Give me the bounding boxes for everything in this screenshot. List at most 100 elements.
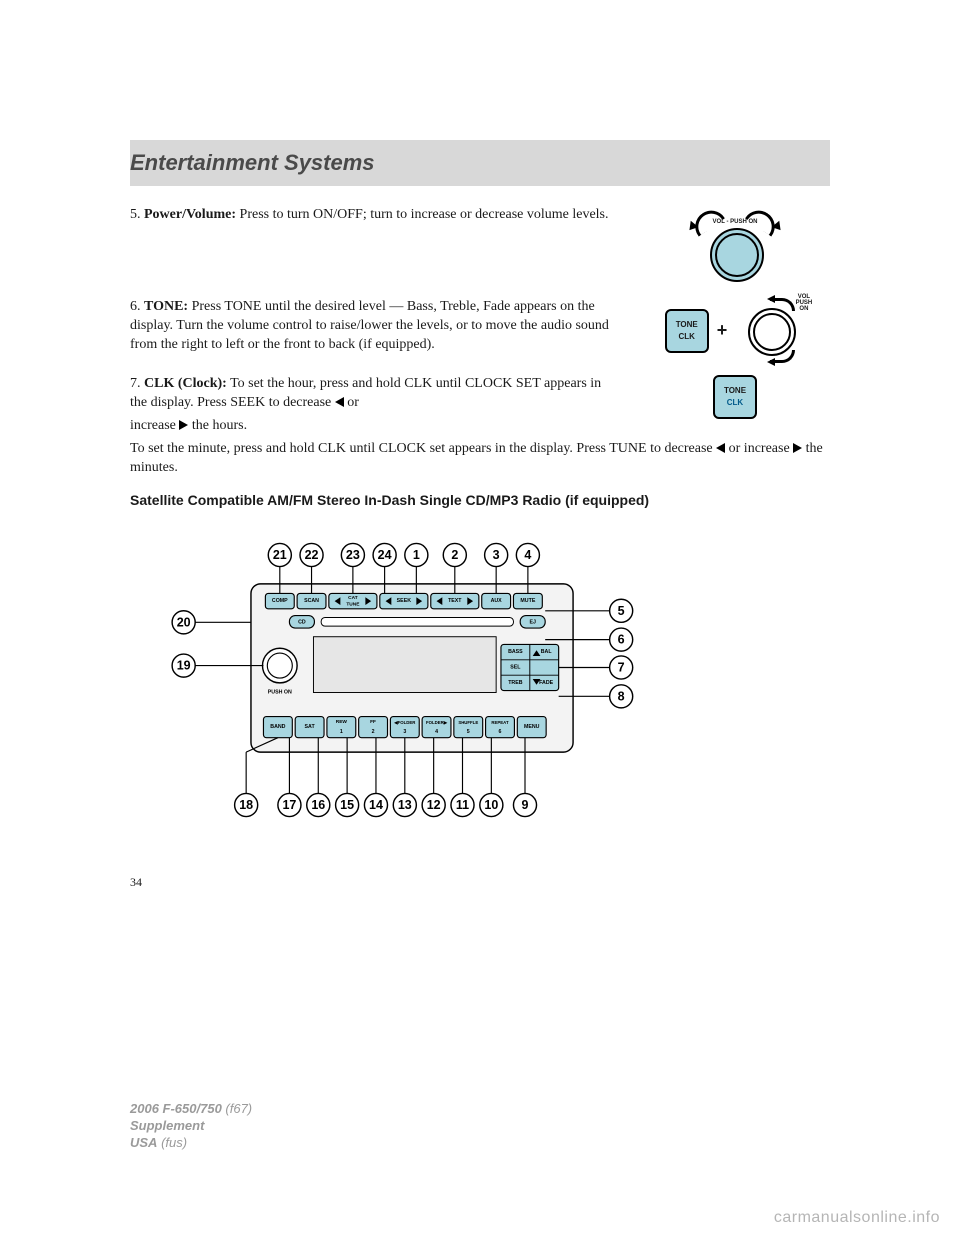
svg-text:REPEAT: REPEAT bbox=[491, 719, 509, 724]
svg-text:3: 3 bbox=[403, 729, 406, 735]
svg-text:19: 19 bbox=[177, 658, 191, 672]
svg-text:4: 4 bbox=[435, 729, 438, 735]
svg-text:◀FOLDER: ◀FOLDER bbox=[393, 719, 416, 724]
svg-text:13: 13 bbox=[398, 798, 412, 812]
svg-text:PUSH ON: PUSH ON bbox=[268, 689, 292, 695]
svg-text:SCAN: SCAN bbox=[304, 598, 319, 604]
item-5-num: 5. bbox=[130, 207, 141, 222]
svg-text:10: 10 bbox=[484, 798, 498, 812]
vol-label: VOL - PUSH ON bbox=[675, 219, 795, 225]
item-5-row: 5. Power/Volume: Press to turn ON/OFF; t… bbox=[130, 206, 830, 286]
svg-text:23: 23 bbox=[346, 548, 360, 562]
svg-text:18: 18 bbox=[239, 798, 253, 812]
svg-text:5: 5 bbox=[467, 729, 470, 735]
svg-text:EJ: EJ bbox=[529, 619, 536, 625]
item-5-text: 5. Power/Volume: Press to turn ON/OFF; t… bbox=[130, 206, 610, 286]
triangle-left-icon bbox=[716, 443, 725, 453]
sel-pad: BASS BAL SEL TREB FADE bbox=[501, 644, 559, 690]
svg-text:22: 22 bbox=[305, 548, 319, 562]
svg-text:REW: REW bbox=[336, 718, 348, 724]
svg-text:CAT: CAT bbox=[348, 594, 358, 600]
item-7-body-3: increase bbox=[130, 418, 179, 433]
svg-text:MENU: MENU bbox=[524, 724, 540, 730]
item-6-label: TONE: bbox=[144, 299, 188, 314]
clk-button-icon: TONE CLK bbox=[713, 375, 757, 419]
svg-text:SEL: SEL bbox=[510, 664, 521, 670]
volume-knob-figure: VOL - PUSH ON bbox=[675, 206, 795, 286]
svg-text:CD: CD bbox=[298, 619, 306, 625]
svg-text:20: 20 bbox=[177, 615, 191, 629]
item-6-body: Press TONE until the desired level — Bas… bbox=[130, 299, 609, 352]
footer-code2: (fus) bbox=[157, 1135, 187, 1150]
svg-text:TUNE: TUNE bbox=[346, 601, 360, 607]
svg-text:3: 3 bbox=[493, 548, 500, 562]
item-7-row: 7. CLK (Clock): To set the hour, press a… bbox=[130, 375, 830, 436]
svg-text:SAT: SAT bbox=[305, 724, 316, 730]
svg-text:COMP: COMP bbox=[272, 598, 288, 604]
svg-text:MUTE: MUTE bbox=[520, 598, 535, 604]
svg-text:1: 1 bbox=[413, 548, 420, 562]
svg-text:BASS: BASS bbox=[508, 649, 523, 655]
svg-text:12: 12 bbox=[427, 798, 441, 812]
top-buttons: COMP SCAN CAT TUNE SEEK TEXT AUX MUTE bbox=[265, 593, 542, 608]
item-7-label: CLK (Clock): bbox=[144, 376, 227, 391]
svg-text:9: 9 bbox=[522, 798, 529, 812]
svg-text:FF: FF bbox=[370, 718, 376, 724]
triangle-right-icon bbox=[793, 443, 802, 453]
item-6-figure: TONE CLK + VOL PUSH ON bbox=[640, 298, 830, 363]
footer-code1: (f67) bbox=[222, 1101, 252, 1116]
item-7-text: 7. CLK (Clock): To set the hour, press a… bbox=[130, 375, 610, 436]
svg-text:14: 14 bbox=[369, 798, 383, 812]
item-7-body-2: or bbox=[344, 395, 359, 410]
knob-icon bbox=[710, 228, 764, 282]
footer: 2006 F-650/750 (f67) Supplement USA (fus… bbox=[130, 1101, 252, 1152]
item-6-text: 6. TONE: Press TONE until the desired le… bbox=[130, 298, 610, 363]
svg-text:TREB: TREB bbox=[508, 680, 523, 686]
plus-icon: + bbox=[717, 320, 728, 341]
footer-model: 2006 F-650/750 bbox=[130, 1101, 222, 1116]
svg-text:11: 11 bbox=[456, 798, 469, 812]
bottom-buttons: BAND SAT REW1 FF2 ◀FOLDER3 FOLDER▶4 SHUF… bbox=[263, 716, 546, 737]
radio-subhead: Satellite Compatible AM/FM Stereo In-Das… bbox=[130, 491, 830, 509]
item-7-body-4: the hours. bbox=[188, 418, 247, 433]
svg-text:16: 16 bbox=[311, 798, 325, 812]
minute-text: To set the minute, press and hold CLK un… bbox=[130, 440, 830, 478]
callouts-left: 20 19 bbox=[172, 610, 263, 676]
svg-text:21: 21 bbox=[273, 548, 287, 562]
svg-text:5: 5 bbox=[618, 603, 625, 617]
item-5-label: Power/Volume: bbox=[144, 207, 236, 222]
svg-text:8: 8 bbox=[618, 689, 625, 703]
item-6-num: 6. bbox=[130, 299, 141, 314]
footer-supplement: Supplement bbox=[130, 1118, 204, 1133]
vol-knob-2-icon: VOL PUSH ON bbox=[735, 298, 805, 363]
svg-text:24: 24 bbox=[378, 548, 392, 562]
svg-text:1: 1 bbox=[340, 729, 343, 735]
item-5-figure: VOL - PUSH ON bbox=[640, 206, 830, 286]
item-7-figure: TONE CLK bbox=[640, 375, 830, 436]
svg-text:SEEK: SEEK bbox=[397, 598, 412, 604]
svg-text:7: 7 bbox=[618, 660, 625, 674]
svg-text:SHUFFLE: SHUFFLE bbox=[458, 719, 478, 724]
triangle-right-icon bbox=[179, 420, 188, 430]
svg-text:BAL: BAL bbox=[541, 649, 553, 655]
item-7-num: 7. bbox=[130, 376, 141, 391]
svg-text:AUX: AUX bbox=[491, 598, 503, 604]
svg-text:15: 15 bbox=[340, 798, 354, 812]
section-title: Entertainment Systems bbox=[130, 150, 830, 176]
footer-usa: USA bbox=[130, 1135, 157, 1150]
item-6-row: 6. TONE: Press TONE until the desired le… bbox=[130, 298, 830, 363]
svg-text:FADE: FADE bbox=[539, 680, 554, 686]
watermark: carmanualsonline.info bbox=[774, 1209, 940, 1227]
minute-t1: To set the minute, press and hold CLK un… bbox=[130, 441, 716, 456]
radio-diagram: .co { fill:#fff; stroke:#000; stroke-wid… bbox=[150, 520, 650, 845]
page-number: 34 bbox=[130, 875, 830, 890]
radio-svg: .co { fill:#fff; stroke:#000; stroke-wid… bbox=[150, 520, 650, 840]
section-header: Entertainment Systems bbox=[130, 140, 830, 186]
svg-text:6: 6 bbox=[499, 729, 502, 735]
tone-clk-button-icon: TONE CLK bbox=[665, 309, 709, 353]
svg-text:17: 17 bbox=[282, 798, 296, 812]
svg-text:2: 2 bbox=[451, 548, 458, 562]
svg-text:6: 6 bbox=[618, 632, 625, 646]
item-5-body: Press to turn ON/OFF; turn to increase o… bbox=[236, 207, 608, 222]
triangle-left-icon bbox=[335, 397, 344, 407]
